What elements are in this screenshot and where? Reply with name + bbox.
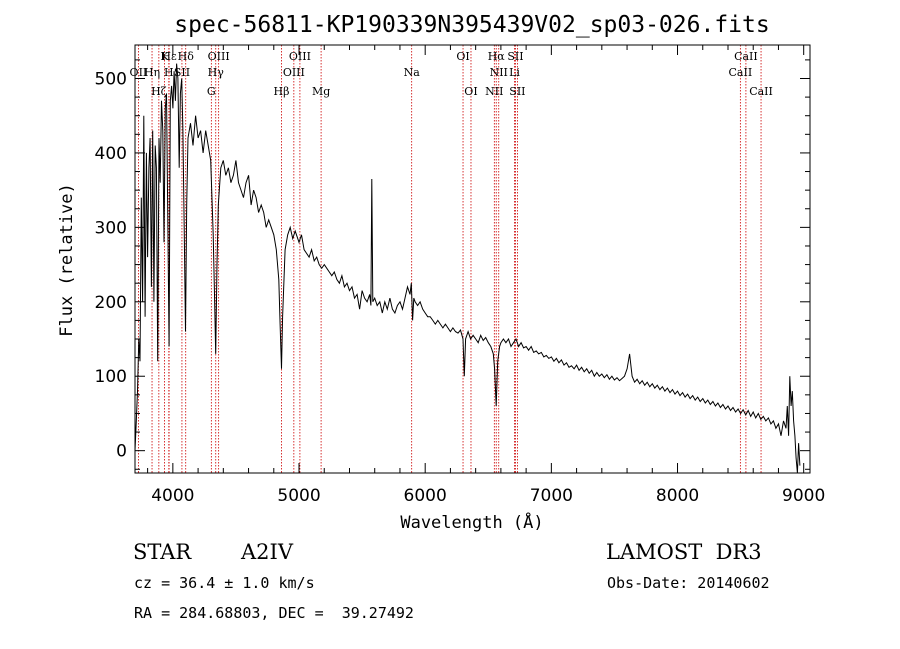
coordinates-text: RA = 284.68803, DEC = 39.27492 (134, 604, 414, 622)
spectral-line-label: H (164, 66, 174, 79)
spectral-line-label: OII (130, 66, 148, 79)
spectral-line-label: Hζ (151, 85, 167, 98)
x-tick-label: 4000 (151, 486, 194, 506)
spectral-line-label: OI (464, 85, 477, 98)
spectral-line-label: OIII (208, 50, 230, 63)
spectral-lines-layer (138, 45, 762, 473)
spectrum-series-line (134, 63, 801, 474)
spectral-line-label: OIII (283, 66, 305, 79)
y-axis-label: Flux (relative) (57, 183, 77, 337)
spectral-line-label: Hη (144, 66, 160, 79)
survey-name: LAMOST DR3 (606, 540, 762, 564)
x-tick-label: 6000 (404, 486, 447, 506)
spectral-line-label: Hβ (274, 85, 290, 98)
spectral-line-label: Mg (312, 85, 330, 98)
y-tick-label: 0 (116, 442, 127, 462)
y-tick-label: 500 (95, 69, 127, 89)
plot-frame (134, 44, 811, 474)
y-tick-label: 300 (95, 218, 127, 238)
object-subclass: A2IV (241, 540, 293, 564)
spectral-line-label: NII (485, 85, 503, 98)
spectral-line-label: G (207, 85, 216, 98)
y-tick-label: 100 (95, 367, 127, 387)
spectral-line-label: Hδ (178, 50, 195, 63)
spectral-line-label: NII (490, 66, 508, 79)
object-class: STAR (133, 540, 192, 564)
spectral-line-label: CaII (734, 50, 758, 63)
x-tick-label: 9000 (782, 486, 825, 506)
spectral-line-label: Li (509, 66, 520, 79)
obs-date-text: Obs-Date: 20140602 (607, 574, 770, 592)
redshift-text: cz = 36.4 ± 1.0 km/s (134, 574, 315, 592)
spectral-line-label: OI (456, 50, 469, 63)
spectral-line-label: SII (507, 50, 523, 63)
x-tick-label: 8000 (656, 486, 699, 506)
y-tick-label: 400 (95, 144, 127, 164)
spectral-line-label: Na (404, 66, 421, 79)
spectral-line-label: K (160, 50, 169, 63)
spectral-line-label: CaII (729, 66, 753, 79)
x-tick-label: 7000 (530, 486, 573, 506)
x-tick-label: 5000 (277, 486, 320, 506)
x-axis-label: Wavelength (Å) (400, 511, 543, 533)
y-tick-label: 200 (95, 293, 127, 313)
spectral-line-label: SII (509, 85, 525, 98)
spectral-line-label: OIII (289, 50, 311, 63)
spectral-line-label: Hα (488, 50, 506, 63)
chart-title: spec-56811-KP190339N395439V02_sp03-026.f… (174, 12, 769, 38)
axis-ticks: 4000 5000 6000 7000 8000 9000 0 100 200 300 400 500 (95, 45, 825, 506)
spectral-line-label: CaII (749, 85, 773, 98)
spectral-line-label: Hγ (208, 66, 225, 79)
